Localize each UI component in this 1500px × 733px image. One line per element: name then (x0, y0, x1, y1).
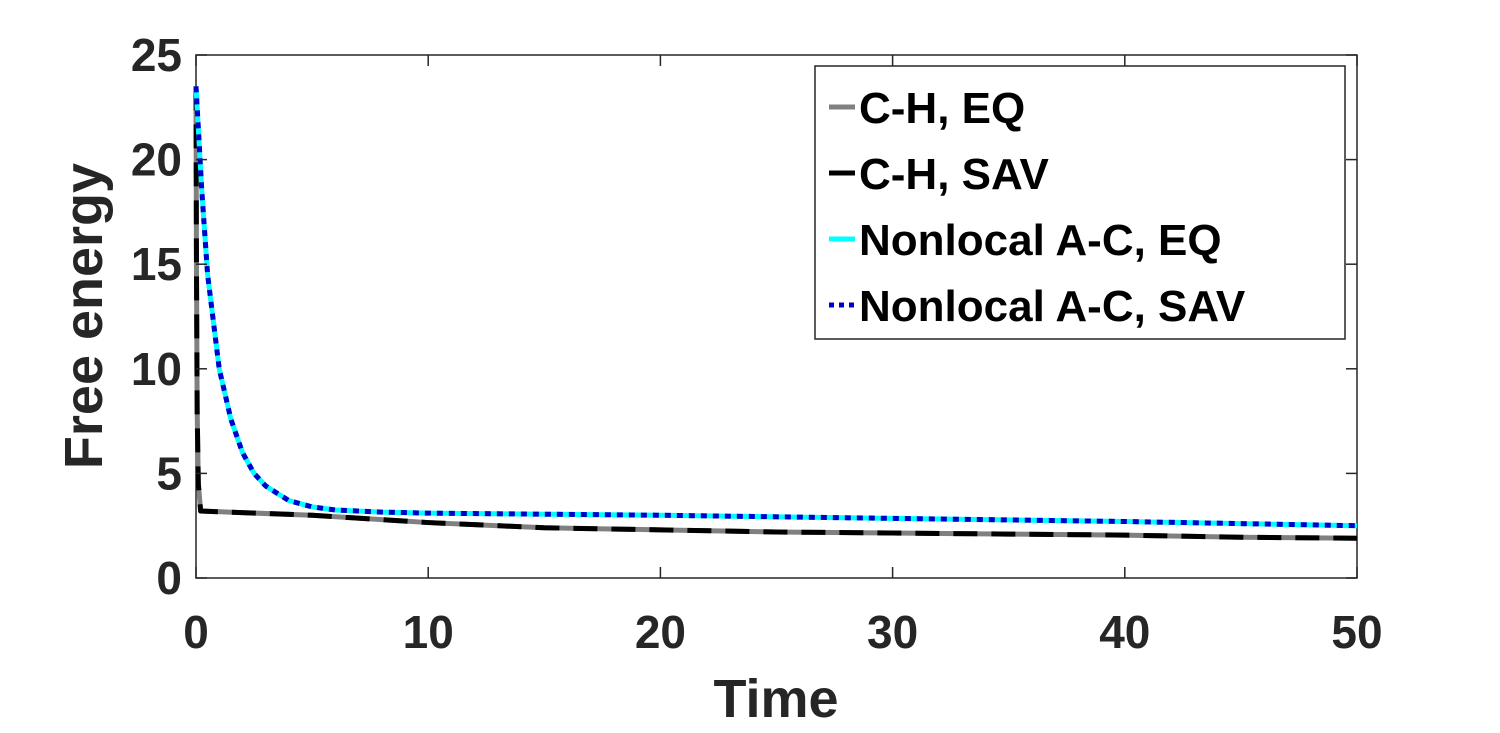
legend-entry: C-H, SAV (859, 150, 1050, 199)
x-tick-label: 40 (1099, 606, 1150, 658)
y-axis-label: Free energy (54, 163, 114, 469)
y-tick-label: 0 (156, 552, 182, 604)
series-layer (193, 86, 1358, 541)
x-tick-label: 20 (635, 606, 686, 658)
legend-entry: Nonlocal A-C, SAV (859, 282, 1246, 331)
ticks-layer: 0 10 20 30 40 50 0 5 10 15 20 25 (131, 29, 1383, 658)
legend-entry: C-H, EQ (859, 84, 1025, 133)
y-tick-label: 5 (156, 447, 182, 499)
y-tick-label: 20 (131, 134, 182, 186)
x-tick-label: 50 (1331, 606, 1382, 658)
x-tick-label: 30 (867, 606, 918, 658)
y-tick-label: 10 (131, 343, 182, 395)
legend-box (814, 65, 1346, 340)
series-line-3 (193, 86, 1358, 529)
y-tick-label: 25 (131, 29, 182, 81)
x-tick-label: 10 (403, 606, 454, 658)
series-line-1 (193, 86, 1358, 541)
y-tick-label: 15 (131, 238, 182, 290)
legend-entry: Nonlocal A-C, EQ (859, 216, 1222, 265)
legend: C-H, EQ C-H, SAV Nonlocal A-C, EQ Nonlocal … (814, 65, 1346, 340)
x-axis-label: Time (713, 669, 838, 729)
x-tick-label: 0 (183, 606, 209, 658)
